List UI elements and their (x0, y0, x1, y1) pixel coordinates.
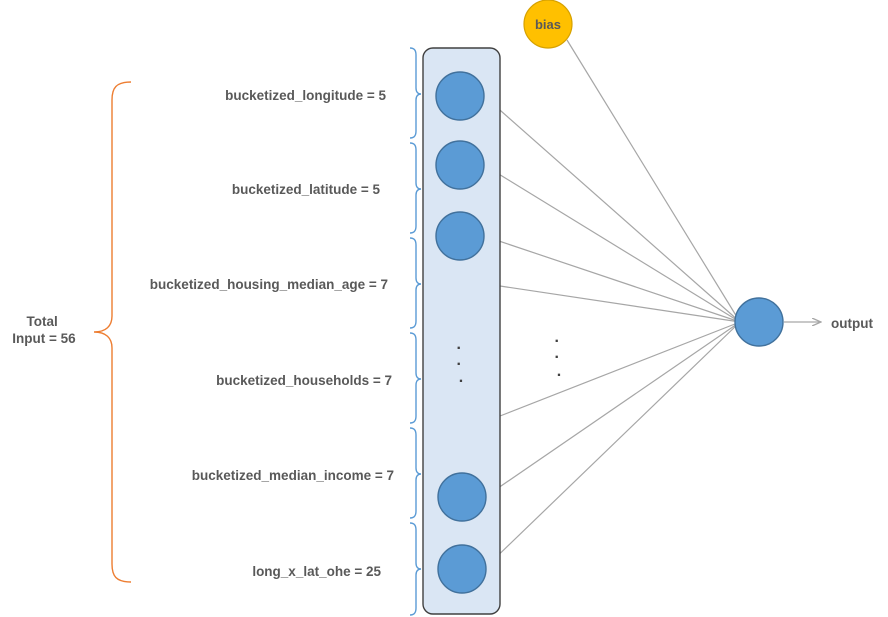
bias-label: bias (535, 17, 561, 32)
feature-label-median-income: bucketized_median_income = 7 (192, 468, 394, 483)
feature-brace (409, 47, 422, 139)
feature-brace (409, 427, 422, 519)
input-node (435, 140, 485, 190)
feature-label-long-x-lat-ohe: long_x_lat_ohe = 25 (252, 564, 381, 579)
total-input-label-line1: Total (26, 314, 57, 329)
total-input-brace (93, 81, 132, 583)
feature-label-longitude: bucketized_longitude = 5 (225, 88, 386, 103)
bias-node (523, 0, 573, 49)
feature-braces (409, 47, 422, 616)
input-node (437, 472, 487, 522)
total-input-label: Total Input = 56 (12, 314, 76, 346)
wires-ellipsis: . . . (555, 329, 564, 380)
wire-input-5 (499, 321, 741, 417)
feature-brace (409, 522, 422, 616)
total-input-label-line2: Input = 56 (12, 331, 76, 346)
input-node (437, 544, 487, 594)
feature-label-households: bucketized_households = 7 (216, 373, 392, 388)
wire-input-1 (483, 95, 741, 323)
output-label: output (831, 316, 873, 331)
feature-label-housing-median-age: bucketized_housing_median_age = 7 (150, 277, 388, 292)
input-node (435, 211, 485, 261)
connection-wires (483, 39, 741, 569)
wire-input-3 (483, 235, 741, 323)
feature-brace (409, 142, 422, 234)
wire-bias (566, 39, 741, 323)
feature-brace (409, 237, 422, 329)
input-node (435, 71, 485, 121)
wire-input-7 (484, 321, 741, 569)
output-node (734, 297, 784, 347)
wire-input-6 (484, 321, 741, 498)
wire-input-4 (499, 285, 741, 323)
layer-ellipsis: . . . (457, 336, 466, 386)
input-layer-box (422, 47, 501, 615)
wire-input-2 (483, 164, 741, 323)
feature-label-latitude: bucketized_latitude = 5 (232, 182, 381, 197)
feature-labels: bucketized_longitude = 5 bucketized_lati… (150, 88, 394, 579)
input-nodes (435, 71, 487, 594)
feature-brace (409, 332, 422, 424)
